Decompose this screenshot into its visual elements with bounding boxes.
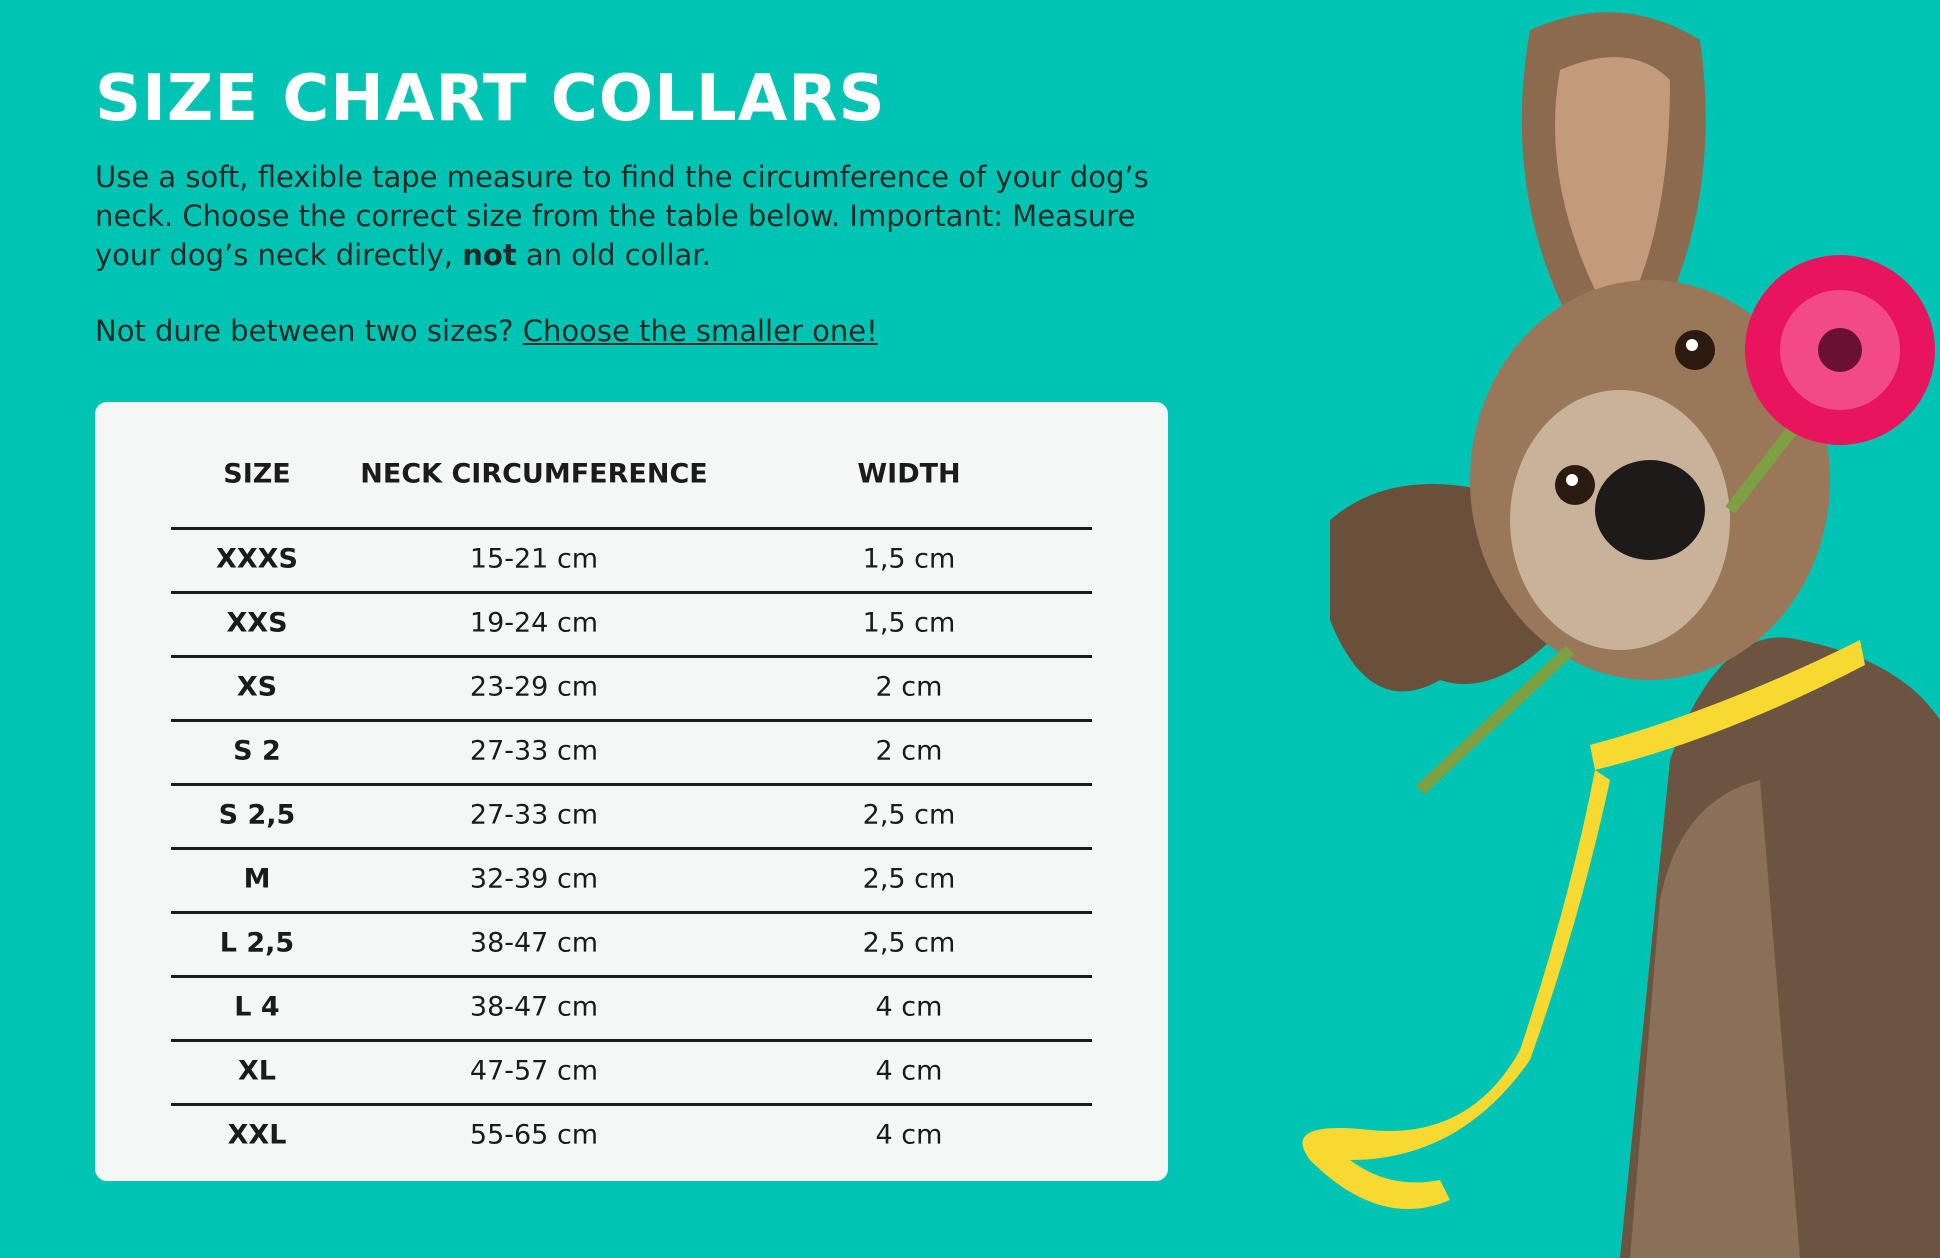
dog-photo bbox=[1302, 12, 1940, 1258]
table-cell: 19-24 cm bbox=[469, 607, 599, 639]
size-cell: XXS bbox=[226, 607, 288, 639]
table-header: NECK CIRCUMFERENCE bbox=[360, 458, 708, 490]
table-cell: 1,5 cm bbox=[862, 607, 956, 639]
table-cell: 15-21 cm bbox=[469, 543, 599, 575]
intro-bold: not bbox=[462, 238, 517, 272]
table-cell: 4 cm bbox=[875, 1119, 943, 1151]
table-cell: 2,5 cm bbox=[862, 799, 956, 831]
table-cell: 38-47 cm bbox=[469, 991, 599, 1023]
table-cell: 55-65 cm bbox=[469, 1119, 599, 1151]
title: Size chart collars bbox=[95, 62, 886, 136]
table-cell: 32-39 cm bbox=[469, 863, 599, 895]
table-cell: 23-29 cm bbox=[469, 671, 599, 703]
row-divider bbox=[171, 719, 1092, 722]
row-divider bbox=[171, 911, 1092, 914]
tip: Not dure between two sizes? Choose the s… bbox=[95, 314, 878, 348]
row-divider bbox=[171, 527, 1092, 530]
size-cell: XXXS bbox=[216, 543, 298, 575]
row-divider bbox=[171, 655, 1092, 658]
intro: Use a soft, flexible tape measure to fin… bbox=[95, 158, 1155, 275]
table-cell: 2,5 cm bbox=[862, 927, 956, 959]
tip-link[interactable]: Choose the smaller one! bbox=[522, 314, 878, 348]
size-cell: XS bbox=[236, 671, 278, 703]
table-cell: 2 cm bbox=[875, 735, 943, 767]
table-cell: 27-33 cm bbox=[469, 799, 599, 831]
size-cell: XXL bbox=[227, 1119, 287, 1151]
table-cell: 27-33 cm bbox=[469, 735, 599, 767]
table-header: SIZE bbox=[223, 458, 291, 490]
size-cell: L 2,5 bbox=[219, 927, 295, 959]
size-cell: S 2 bbox=[233, 735, 281, 767]
table-cell: 47-57 cm bbox=[469, 1055, 599, 1087]
table-cell: 4 cm bbox=[875, 1055, 943, 1087]
table-cell: 4 cm bbox=[875, 991, 943, 1023]
table-header: WIDTH bbox=[857, 458, 961, 490]
size-cell: S 2,5 bbox=[218, 799, 296, 831]
row-divider bbox=[171, 975, 1092, 978]
table-cell: 1,5 cm bbox=[862, 543, 956, 575]
row-divider bbox=[171, 591, 1092, 594]
size-cell: L 4 bbox=[234, 991, 280, 1023]
row-divider bbox=[171, 847, 1092, 850]
table-cell: 2 cm bbox=[875, 671, 943, 703]
intro-text: Use a soft, flexible tape measure to fin… bbox=[95, 160, 1149, 272]
table-cell: 2,5 cm bbox=[862, 863, 956, 895]
intro-text: an old collar. bbox=[516, 238, 711, 272]
row-divider bbox=[171, 783, 1092, 786]
size-cell: XL bbox=[237, 1055, 277, 1087]
row-divider bbox=[171, 1039, 1092, 1042]
size-cell: M bbox=[243, 863, 271, 895]
row-divider bbox=[171, 1103, 1092, 1106]
table-cell: 38-47 cm bbox=[469, 927, 599, 959]
size-table: SIZE NECK CIRCUMFERENCE WIDTH XXXS 15-21 cm 1… bbox=[95, 402, 1168, 1181]
tip-text: Not dure between two sizes? bbox=[95, 314, 523, 348]
